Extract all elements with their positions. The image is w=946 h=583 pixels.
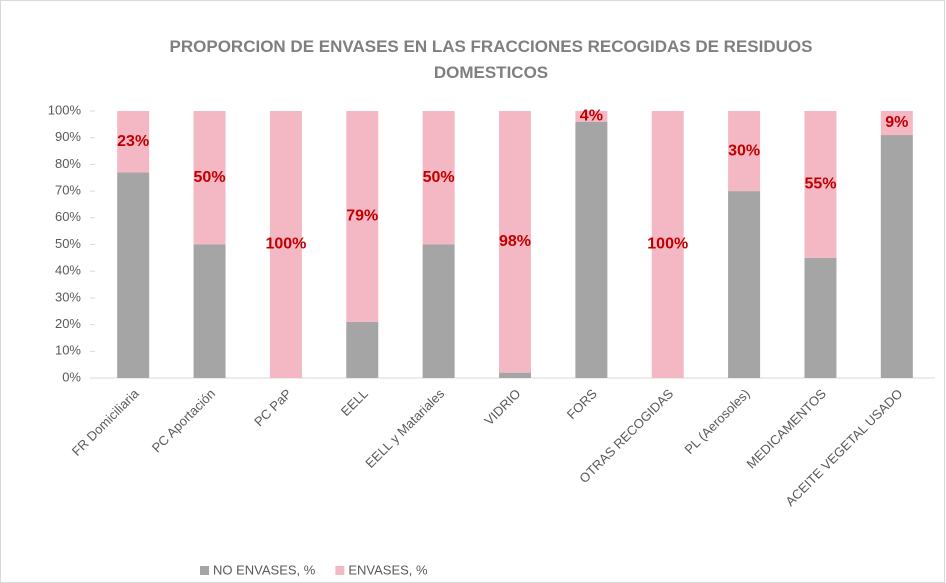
- y-tick-label: 0%: [62, 369, 81, 384]
- y-tick-label: 20%: [55, 316, 81, 331]
- x-tick-label: PC PaP: [251, 386, 294, 429]
- bar-segment: [193, 244, 226, 378]
- y-tick-label: 90%: [55, 129, 81, 144]
- y-tick-label: 60%: [55, 209, 81, 224]
- data-label: 100%: [265, 236, 306, 253]
- bar-segment: [499, 111, 531, 373]
- y-tick-label: 10%: [55, 343, 81, 358]
- data-label: 100%: [647, 236, 688, 253]
- data-label: 23%: [117, 133, 149, 150]
- data-label: 4%: [580, 108, 603, 125]
- chart-title: PROPORCION DE ENVASES EN LAS FRACCIONES …: [169, 37, 813, 82]
- bar-segment: [499, 372, 531, 378]
- data-label: 79%: [346, 208, 378, 225]
- bar-segment: [728, 191, 761, 378]
- y-tick-label: 80%: [55, 156, 81, 171]
- legend-swatch: [335, 566, 345, 575]
- bar-segment: [651, 111, 684, 378]
- bar-segment: [422, 111, 455, 245]
- bar-segment: [269, 111, 302, 378]
- x-tick-label: PL (Aerosoles): [682, 386, 753, 457]
- data-label: 50%: [194, 169, 226, 186]
- bar-segment: [346, 111, 379, 322]
- bar-segment: [193, 111, 226, 245]
- bar-segment: [880, 111, 913, 136]
- x-tick-label: VIDRIO: [481, 386, 523, 428]
- data-label: 9%: [885, 114, 908, 131]
- legend-swatch: [200, 566, 209, 575]
- bar-segment: [575, 121, 608, 379]
- legend-label: ENVASES, %: [348, 562, 428, 577]
- data-label: 98%: [499, 233, 531, 250]
- y-tick-label: 50%: [55, 236, 81, 251]
- x-tick-label: FR Domiciliaria: [69, 385, 142, 458]
- y-tick-label: 30%: [55, 289, 81, 304]
- bar-segment: [422, 244, 455, 378]
- x-tick-label: MEDICAMENTOS: [743, 386, 829, 472]
- data-label: 50%: [423, 169, 455, 186]
- bar-segment: [575, 111, 608, 122]
- y-tick-label: 40%: [55, 263, 81, 278]
- bar-segment: [728, 111, 761, 192]
- bar-segment: [880, 135, 913, 378]
- legend-label: NO ENVASES, %: [213, 562, 316, 577]
- x-tick-label: PC Aportación: [149, 386, 218, 455]
- data-label: 55%: [804, 176, 836, 193]
- bar-segment: [804, 111, 837, 258]
- data-label: 30%: [728, 142, 760, 159]
- x-tick-label: EELL y Matariales: [362, 386, 447, 471]
- y-tick-label: 70%: [55, 183, 81, 198]
- bar-segment: [117, 172, 150, 378]
- x-tick-label: FORS: [564, 386, 600, 422]
- bar-segment: [804, 257, 837, 378]
- bar-segment: [346, 321, 379, 378]
- y-tick-label: 100%: [48, 102, 82, 117]
- x-tick-label: EELL: [338, 386, 371, 419]
- bar-segment: [117, 111, 150, 173]
